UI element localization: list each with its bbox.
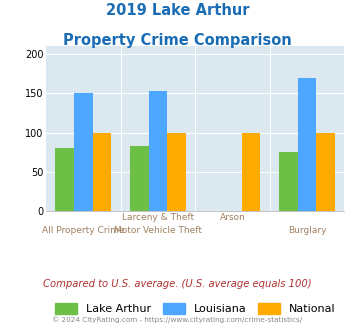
Text: Larceny & Theft: Larceny & Theft: [122, 213, 194, 222]
Bar: [242, 133, 261, 211]
Text: All Property Crime: All Property Crime: [42, 226, 125, 235]
Bar: [279, 152, 298, 211]
Text: Property Crime Comparison: Property Crime Comparison: [63, 33, 292, 48]
Bar: [74, 93, 93, 211]
Bar: [130, 146, 149, 211]
Text: Motor Vehicle Theft: Motor Vehicle Theft: [114, 226, 202, 235]
Bar: [55, 148, 74, 211]
Bar: [316, 133, 335, 211]
Text: Compared to U.S. average. (U.S. average equals 100): Compared to U.S. average. (U.S. average …: [43, 279, 312, 289]
Bar: [149, 91, 167, 211]
Legend: Lake Arthur, Louisiana, National: Lake Arthur, Louisiana, National: [55, 303, 335, 314]
Bar: [298, 78, 316, 211]
Text: Arson: Arson: [220, 213, 245, 222]
Bar: [167, 133, 186, 211]
Bar: [93, 133, 111, 211]
Text: © 2024 CityRating.com - https://www.cityrating.com/crime-statistics/: © 2024 CityRating.com - https://www.city…: [53, 317, 302, 323]
Text: 2019 Lake Arthur: 2019 Lake Arthur: [106, 3, 249, 18]
Text: Burglary: Burglary: [288, 226, 326, 235]
